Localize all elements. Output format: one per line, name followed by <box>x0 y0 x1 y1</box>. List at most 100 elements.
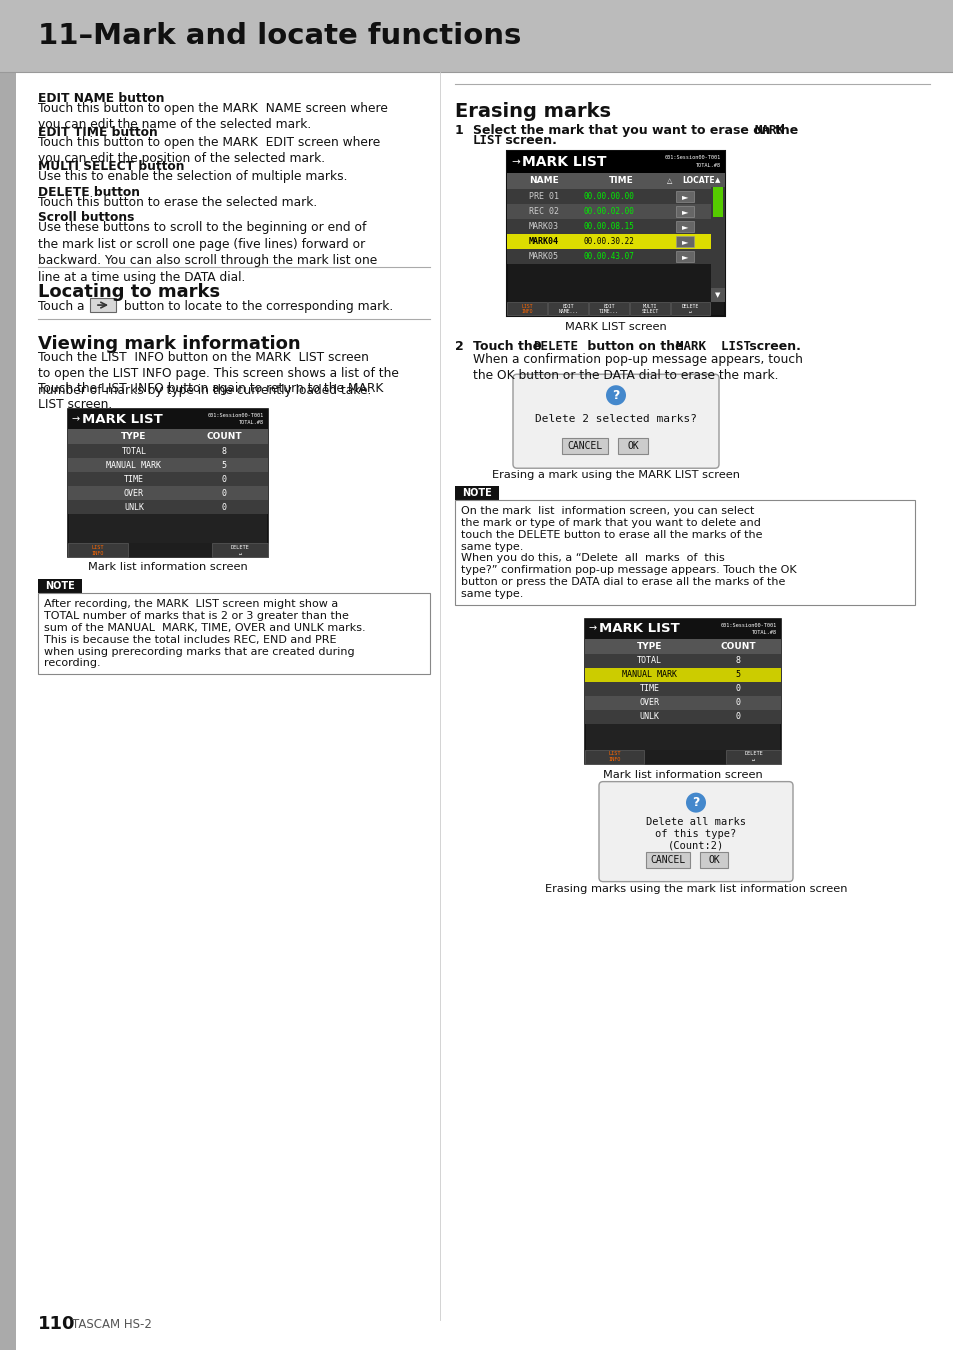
Bar <box>68 544 268 558</box>
Text: Touch the: Touch the <box>473 340 545 352</box>
Text: NOTE: NOTE <box>461 489 492 498</box>
Text: LIST: LIST <box>473 134 502 147</box>
Bar <box>710 288 724 302</box>
Bar <box>68 544 128 558</box>
Bar <box>589 302 628 316</box>
Text: 00.00.43.07: 00.00.43.07 <box>583 252 634 261</box>
Bar <box>548 302 587 316</box>
Bar <box>506 248 710 263</box>
Text: same type.: same type. <box>460 541 523 552</box>
Text: Touch a: Touch a <box>38 300 89 313</box>
Text: MULTI SELECT button: MULTI SELECT button <box>38 161 184 173</box>
Text: TYPE: TYPE <box>637 641 661 651</box>
Bar <box>629 302 669 316</box>
Text: MANUAL MARK: MANUAL MARK <box>107 460 161 470</box>
Bar <box>725 749 781 764</box>
Text: TIME: TIME <box>608 177 633 185</box>
Text: screen.: screen. <box>744 340 800 352</box>
Text: MARK LIST: MARK LIST <box>521 155 606 169</box>
Bar <box>212 544 268 558</box>
Text: Select the mark that you want to erase on the: Select the mark that you want to erase o… <box>473 124 801 136</box>
Text: the mark or type of mark that you want to delete and: the mark or type of mark that you want t… <box>460 518 760 528</box>
Bar <box>455 501 914 605</box>
Text: △: △ <box>667 178 672 184</box>
Text: This is because the total includes REC, END and PRE: This is because the total includes REC, … <box>44 634 336 645</box>
Text: LIST
INFO: LIST INFO <box>521 304 533 315</box>
Text: Mark list information screen: Mark list information screen <box>88 563 248 572</box>
Bar <box>584 618 781 764</box>
Text: ►: ► <box>681 221 687 231</box>
Text: MANUAL MARK: MANUAL MARK <box>621 670 677 679</box>
Text: When you do this, a “Delete  all  marks  of  this: When you do this, a “Delete all marks of… <box>460 554 724 563</box>
Bar <box>676 190 694 201</box>
FancyBboxPatch shape <box>598 782 792 882</box>
Bar <box>506 234 710 248</box>
Text: ?: ? <box>692 796 699 809</box>
Text: OK: OK <box>626 441 639 451</box>
Text: Scroll buttons: Scroll buttons <box>38 212 134 224</box>
Text: Touch this button to open the MARK  NAME screen where
you can edit the name of t: Touch this button to open the MARK NAME … <box>38 101 388 131</box>
Text: On the mark  list  information screen, you can select: On the mark list information screen, you… <box>460 506 754 516</box>
Text: MARK04: MARK04 <box>528 236 558 246</box>
Bar <box>584 639 781 653</box>
Text: DELETE: DELETE <box>533 340 578 352</box>
Bar <box>584 710 781 724</box>
Text: Touch the LIST  INFO button on the MARK  LIST screen
to open the LIST INFO page.: Touch the LIST INFO button on the MARK L… <box>38 351 398 397</box>
Bar <box>0 72 16 1350</box>
Text: MARK LIST: MARK LIST <box>82 413 163 427</box>
Text: button to locate to the corresponding mark.: button to locate to the corresponding ma… <box>120 300 393 313</box>
Text: After recording, the MARK  LIST screen might show a: After recording, the MARK LIST screen mi… <box>44 599 338 609</box>
Text: NAME: NAME <box>528 177 558 185</box>
Text: TASCAM HS-2: TASCAM HS-2 <box>71 1318 152 1331</box>
Text: Locating to marks: Locating to marks <box>38 284 220 301</box>
Text: screen.: screen. <box>500 134 557 147</box>
Text: touch the DELETE button to erase all the marks of the: touch the DELETE button to erase all the… <box>460 529 761 540</box>
Text: CANCEL: CANCEL <box>567 441 602 451</box>
Text: ▼: ▼ <box>715 292 720 298</box>
Bar <box>506 173 710 189</box>
Text: 8: 8 <box>735 656 740 666</box>
Bar <box>68 444 268 459</box>
Text: ▲: ▲ <box>715 177 720 182</box>
Bar <box>712 177 722 217</box>
Bar <box>676 221 694 232</box>
Text: TOTAL: TOTAL <box>121 447 147 456</box>
Bar <box>68 472 268 486</box>
Bar <box>645 852 689 868</box>
Text: →: → <box>511 157 519 167</box>
Text: CANCEL: CANCEL <box>650 855 685 864</box>
Text: 2: 2 <box>455 340 463 352</box>
Text: Delete all marks: Delete all marks <box>645 817 745 826</box>
Text: TOTAL number of marks that is 2 or 3 greater than the: TOTAL number of marks that is 2 or 3 gre… <box>44 612 349 621</box>
Text: TYPE: TYPE <box>121 432 147 441</box>
Text: button or press the DATA dial to erase all the marks of the: button or press the DATA dial to erase a… <box>460 576 784 587</box>
Text: 11–Mark and locate functions: 11–Mark and locate functions <box>38 22 521 50</box>
Bar <box>584 668 781 682</box>
Text: UNLK: UNLK <box>124 504 144 512</box>
Text: EDIT
TIME...: EDIT TIME... <box>598 304 618 315</box>
Bar <box>506 189 710 204</box>
Text: Erasing marks: Erasing marks <box>455 103 610 122</box>
Text: LOCATE: LOCATE <box>681 177 714 185</box>
Text: When a confirmation pop-up message appears, touch
the OK button or the DATA dial: When a confirmation pop-up message appea… <box>473 352 802 382</box>
Text: TIME: TIME <box>124 475 144 483</box>
Text: 5: 5 <box>735 670 740 679</box>
Text: Use these buttons to scroll to the beginning or end of
the mark list or scroll o: Use these buttons to scroll to the begin… <box>38 221 376 284</box>
Text: EDIT
NAME...: EDIT NAME... <box>558 304 578 315</box>
Text: 0: 0 <box>735 684 740 693</box>
Text: when using prerecording marks that are created during: when using prerecording marks that are c… <box>44 647 355 656</box>
Text: COUNT: COUNT <box>206 432 241 441</box>
Bar <box>676 205 694 217</box>
Bar <box>506 151 724 316</box>
Text: DELETE
↵: DELETE ↵ <box>231 545 249 556</box>
Text: 0: 0 <box>221 504 226 512</box>
Text: 00.00.02.00: 00.00.02.00 <box>583 207 634 216</box>
Text: TIME: TIME <box>639 684 659 693</box>
Bar <box>38 594 430 674</box>
Text: OK: OK <box>707 855 720 864</box>
Text: 1: 1 <box>455 124 463 136</box>
Text: 110: 110 <box>38 1315 75 1332</box>
Text: TOTAL.#8: TOTAL.#8 <box>696 163 720 169</box>
Bar <box>68 409 268 558</box>
Text: NOTE: NOTE <box>45 582 74 591</box>
